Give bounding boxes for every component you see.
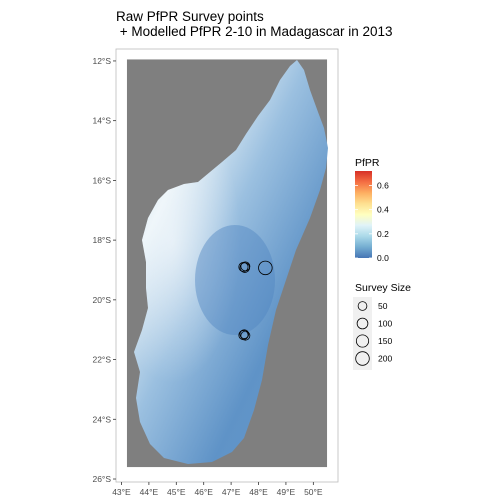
survey-point — [240, 261, 251, 272]
y-tick-label: 14°S — [92, 116, 111, 126]
x-tick-label: 48°E — [249, 487, 268, 497]
y-tick-label: 12°S — [92, 56, 111, 66]
size-legend-circle — [355, 351, 370, 366]
size-legend-circle — [355, 334, 370, 348]
x-tick-label: 46°E — [194, 487, 213, 497]
madagascar-west-highlight — [134, 60, 328, 464]
colorbar-label: 0.0 — [377, 253, 389, 263]
colorbar-label: 0.2 — [377, 229, 389, 239]
x-axis: 43°E 44°E 45°E 46°E 47°E 48°E 49°E 50°E — [112, 482, 323, 497]
y-tick-label: 24°S — [92, 414, 111, 424]
y-tick-label: 22°S — [92, 355, 111, 365]
size-legend-circle — [357, 301, 368, 311]
x-tick-label: 49°E — [277, 487, 296, 497]
size-legend-label: 100 — [378, 319, 392, 329]
x-tick-label: 50°E — [304, 487, 323, 497]
size-legend-key-background — [353, 297, 372, 370]
y-tick-label: 18°S — [92, 235, 111, 245]
pfpr-legend-breaks: 0.0 0.2 0.4 0.6 — [355, 181, 389, 263]
size-legend-circle — [356, 317, 369, 330]
survey-point — [239, 329, 250, 339]
survey-points — [238, 260, 273, 341]
pfpr-legend-title: PfPR — [355, 157, 380, 169]
survey-point — [258, 260, 273, 276]
size-legend-title: Survey Size — [355, 282, 411, 294]
size-legend-label: 200 — [378, 354, 392, 364]
size-legend-label: 50 — [378, 301, 388, 311]
x-tick-label: 44°E — [140, 487, 159, 497]
colorbar-label: 0.6 — [377, 181, 389, 191]
size-legend-keys: 50 100 150 200 — [355, 301, 392, 366]
map-title: Raw PfPR Survey points + Modelled PfPR 2… — [116, 9, 393, 39]
pfpr-colorbar — [355, 171, 372, 258]
y-tick-label: 16°S — [92, 175, 111, 185]
y-tick-label: 26°S — [92, 474, 111, 484]
map-title-line-2: + Modelled PfPR 2-10 in Madagascar in 20… — [116, 24, 393, 39]
central-highlands-shading — [195, 225, 275, 335]
y-tick-label: 20°S — [92, 295, 111, 305]
survey-point — [240, 330, 251, 341]
y-axis: 12°S 14°S 16°S 18°S 20°S 22°S 24°S 26°S — [92, 56, 116, 484]
x-tick-label: 47°E — [222, 487, 241, 497]
map-title-line-1: Raw PfPR Survey points — [116, 9, 264, 24]
x-tick-label: 43°E — [112, 487, 131, 497]
x-tick-label: 45°E — [167, 487, 186, 497]
size-legend-label: 150 — [378, 336, 392, 346]
colorbar-label: 0.4 — [377, 205, 389, 215]
